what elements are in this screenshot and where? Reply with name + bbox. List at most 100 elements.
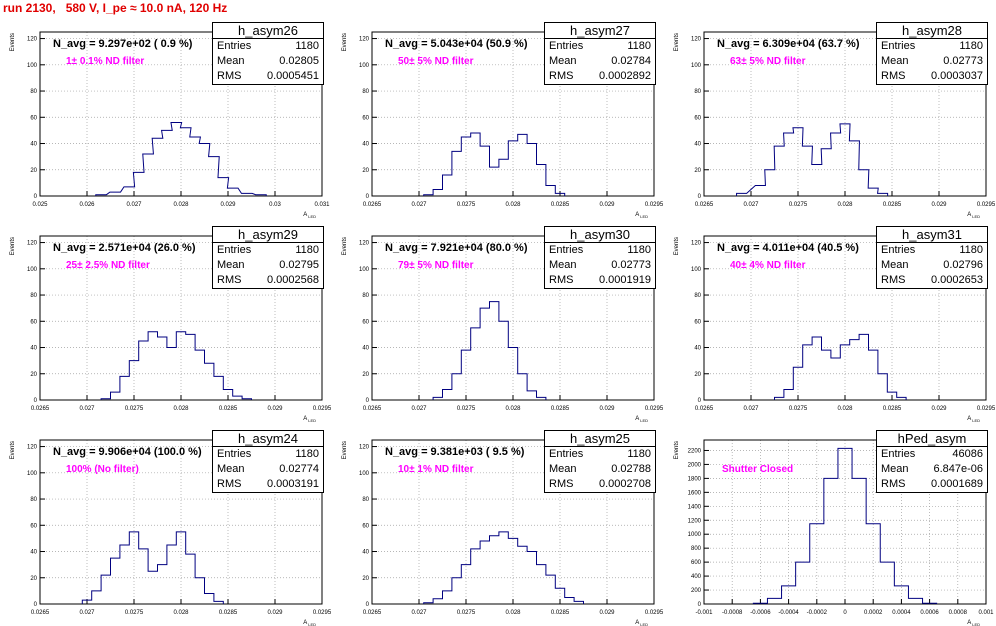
histogram-pad: 0.0265 0.027 0.0275 0.028 0.0285 0.029 0.0295 0… xyxy=(664,218,996,423)
filter-annotation: 100% (No filter) xyxy=(66,464,139,475)
stat-label: Mean xyxy=(217,55,245,67)
stat-value: 0.02774 xyxy=(279,463,319,475)
x-tick-label: 0.0002 xyxy=(864,610,883,616)
y-tick-label: 120 xyxy=(691,241,702,247)
filter-annotation: 25± 2.5% ND filter xyxy=(66,260,150,271)
y-tick-label: 120 xyxy=(359,37,370,43)
stat-row-rms: RMS 0.0002653 xyxy=(877,273,987,288)
y-tick-label: 100 xyxy=(359,267,370,273)
stat-value: 0.0002708 xyxy=(599,478,651,490)
histogram-bin xyxy=(490,167,499,196)
y-tick-label: 120 xyxy=(27,37,38,43)
histogram-bin xyxy=(812,165,822,196)
stat-row-rms: RMS 0.0003191 xyxy=(213,477,323,492)
histogram-bin xyxy=(838,448,852,604)
histogram-bin xyxy=(518,546,527,604)
histogram-bin xyxy=(205,594,214,604)
y-tick-label: 80 xyxy=(362,89,369,95)
stat-row-mean: Mean 0.02805 xyxy=(213,54,323,69)
histogram-bin xyxy=(822,350,831,400)
x-tick-label: 0.0285 xyxy=(219,610,238,616)
y-tick-label: 60 xyxy=(30,319,37,325)
y-tick-label: 0 xyxy=(366,194,370,200)
histogram-pad: 0.0265 0.027 0.0275 0.028 0.0285 0.029 0.0295 0… xyxy=(0,218,332,423)
histogram-pad: 0.0265 0.027 0.0275 0.028 0.0285 0.029 0.0295 0… xyxy=(332,218,664,423)
stat-label: RMS xyxy=(549,274,574,286)
navg-label: N_avg = 9.297e+02 ( 0.9 %) xyxy=(53,38,193,50)
filter-annotation: 10± 1% ND filter xyxy=(398,464,474,475)
stat-row-rms: RMS 0.0001689 xyxy=(877,477,987,492)
navg-label: N_avg = 6.309e+04 (63.7 %) xyxy=(717,38,860,50)
y-tick-label: 0 xyxy=(698,194,702,200)
y-tick-label: 800 xyxy=(691,546,702,552)
y-tick-label: 1600 xyxy=(688,490,702,496)
histogram-line xyxy=(736,123,889,196)
x-tick-label: 0.001 xyxy=(978,610,994,616)
x-tick-label: 0.0275 xyxy=(125,610,144,616)
filter-annotation: 1± 0.1% ND filter xyxy=(66,56,145,67)
x-tick-label: 0.029 xyxy=(599,610,615,616)
x-axis-label: ALED xyxy=(635,416,648,423)
y-tick-label: 20 xyxy=(30,168,37,174)
histogram-bin xyxy=(802,146,812,196)
stat-box: hPed_asym Entries 46086 Mean 6.847e-06 RMS 0.0… xyxy=(876,430,988,493)
x-tick-label: 0.027 xyxy=(126,202,142,208)
histogram-bin xyxy=(537,565,546,604)
stat-value: 1180 xyxy=(627,244,651,256)
x-tick-label: 0.0285 xyxy=(551,610,570,616)
y-axis-label: Events xyxy=(674,441,680,459)
stat-value: 0.02805 xyxy=(279,55,319,67)
y-tick-label: 0 xyxy=(366,602,370,608)
stat-row-entries: Entries 1180 xyxy=(213,447,323,462)
histogram-plot: 0.0265 0.027 0.0275 0.028 0.0285 0.029 0.0295 0… xyxy=(674,31,996,219)
x-tick-label: 0.027 xyxy=(411,406,427,412)
x-tick-label: -0.0006 xyxy=(750,610,771,616)
stat-value: 0.02784 xyxy=(611,55,651,67)
x-axis-label: ALED xyxy=(967,620,980,626)
histogram-bin xyxy=(471,133,480,196)
y-tick-label: 40 xyxy=(30,550,37,556)
stat-value: 0.0002568 xyxy=(267,274,319,286)
stat-value: 46086 xyxy=(952,448,983,460)
filter-annotation: 79± 5% ND filter xyxy=(398,260,474,271)
navg-label: N_avg = 2.571e+04 (26.0 %) xyxy=(53,242,196,254)
x-tick-label: 0.0295 xyxy=(977,202,996,208)
stat-label: Mean xyxy=(881,259,909,271)
stat-value: 1180 xyxy=(627,448,651,460)
y-axis-label: Events xyxy=(342,237,348,255)
stat-box: h_asym28 Entries 1180 Mean 0.02773 RMS 0.00030… xyxy=(876,22,988,85)
histogram-pad: 0.025 0.026 0.027 0.028 0.029 0.03 0.031 0 20 40 6… xyxy=(0,14,332,219)
histogram-bin xyxy=(537,165,546,196)
stat-box: h_asym27 Entries 1180 Mean 0.02784 RMS 0.00028… xyxy=(544,22,656,85)
x-tick-label: 0.0295 xyxy=(645,610,664,616)
histogram-bin xyxy=(133,172,144,196)
y-tick-label: 0 xyxy=(34,602,38,608)
y-tick-label: 60 xyxy=(30,115,37,121)
histogram-bin xyxy=(158,337,167,400)
x-tick-label: 0.0265 xyxy=(363,610,382,616)
stat-label: Entries xyxy=(217,244,252,256)
stat-label: RMS xyxy=(549,70,574,82)
x-tick-label: 0.027 xyxy=(411,202,427,208)
stat-box: h_asym24 Entries 1180 Mean 0.02774 RMS 0.00031… xyxy=(212,430,324,493)
stat-box-title: h_asym27 xyxy=(545,23,655,39)
x-tick-label: 0.0006 xyxy=(920,610,939,616)
x-tick-label: 0.028 xyxy=(505,406,521,412)
stat-row-mean: Mean 0.02788 xyxy=(545,462,655,477)
histogram-bin xyxy=(167,545,176,604)
y-tick-label: 40 xyxy=(694,346,701,352)
y-tick-label: 100 xyxy=(359,63,370,69)
stat-label: Entries xyxy=(881,244,916,256)
stat-label: RMS xyxy=(881,70,906,82)
histogram-bin xyxy=(101,575,110,604)
y-tick-label: 120 xyxy=(27,241,38,247)
x-tick-label: 0.026 xyxy=(79,202,95,208)
y-tick-label: 20 xyxy=(694,168,701,174)
histogram-bin xyxy=(195,578,204,604)
y-axis-label: Events xyxy=(674,237,680,255)
navg-label: N_avg = 5.043e+04 (50.9 %) xyxy=(385,38,528,50)
x-axis-label: ALED xyxy=(303,620,316,626)
run-title: run 2130, 580 V, I_pe ≈ 10.0 nA, 120 Hz xyxy=(3,1,228,15)
histogram-bin xyxy=(824,478,838,604)
histogram-bin xyxy=(433,189,442,196)
